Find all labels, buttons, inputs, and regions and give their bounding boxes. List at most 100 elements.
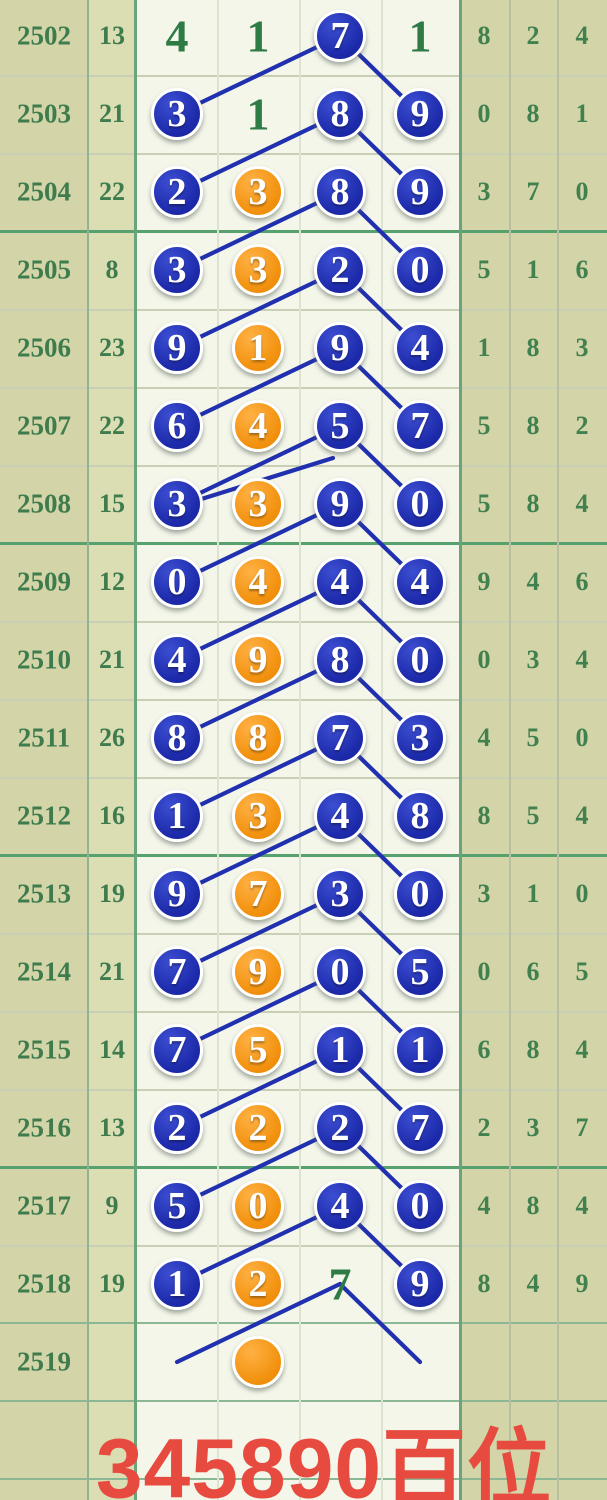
stat-cell: 8: [526, 411, 540, 440]
lottery-ball-blue: 2: [314, 244, 366, 296]
period-cell: 2505: [17, 254, 71, 285]
grid-hline: [0, 1011, 607, 1013]
plain-number: 4: [165, 10, 189, 62]
lottery-ball-blue: 1: [151, 790, 203, 842]
period-cell: 2517: [17, 1190, 71, 1221]
stat-cell: 5: [477, 255, 491, 284]
plain-number: 7: [328, 1258, 352, 1310]
ball-number: 3: [248, 795, 268, 837]
lottery-ball-blue: 4: [314, 556, 366, 608]
lottery-ball-blue: 9: [314, 478, 366, 530]
ball-number: 9: [410, 1263, 430, 1305]
lottery-ball-blue: 3: [394, 712, 446, 764]
ball-number: 0: [167, 561, 187, 603]
lottery-ball-orange: 2: [232, 1258, 284, 1310]
ball-number: 6: [167, 405, 187, 447]
ball-number: 5: [167, 1185, 187, 1227]
ball-number: 7: [330, 15, 350, 57]
ball-number: 9: [248, 639, 268, 681]
ball-number: 8: [330, 93, 350, 135]
period-cell: 2509: [17, 566, 71, 597]
ball-number: 1: [167, 795, 187, 837]
ball-number: 3: [248, 249, 268, 291]
lottery-ball-blue: 8: [314, 166, 366, 218]
grid-vline: [87, 0, 89, 1500]
ball-number: 9: [330, 327, 350, 369]
stat-cell: 0: [477, 645, 491, 674]
ball-number: 7: [248, 873, 268, 915]
stat-cell: 1: [575, 99, 589, 128]
plain-number: 1: [246, 10, 270, 62]
stat-cell: 3: [526, 645, 540, 674]
lottery-ball-orange: 3: [232, 478, 284, 530]
ball-number: 9: [167, 327, 187, 369]
ball-number: 3: [330, 873, 350, 915]
lottery-ball-blue: 4: [394, 322, 446, 374]
ball-number: 2: [167, 1107, 187, 1149]
period-cell: 2518: [17, 1268, 71, 1299]
period-cell: 2513: [17, 878, 71, 909]
grid-hline: [0, 1322, 607, 1324]
lottery-ball-blue: 9: [151, 322, 203, 374]
lottery-ball-orange: 4: [232, 556, 284, 608]
lottery-ball-blue: 0: [394, 244, 446, 296]
grid-hline: [0, 465, 607, 467]
sum-cell: 22: [99, 411, 125, 440]
stat-cell: 5: [575, 957, 589, 986]
period-cell: 2512: [17, 800, 71, 831]
period-cell: 2507: [17, 410, 71, 441]
ball-number: 4: [330, 795, 350, 837]
ball-number: 2: [330, 1107, 350, 1149]
grid-hline: [0, 621, 607, 623]
stat-cell: 0: [575, 723, 589, 752]
ball-number: 3: [167, 249, 187, 291]
lottery-ball-blue: 5: [151, 1180, 203, 1232]
stat-cell: 4: [575, 1035, 589, 1064]
stat-cell: 5: [526, 801, 540, 830]
lottery-ball-blue: 8: [151, 712, 203, 764]
grid-vline: [509, 0, 511, 1500]
lottery-ball-orange: 0: [232, 1180, 284, 1232]
grid-vline: [381, 0, 383, 1500]
sum-cell: 19: [99, 1269, 125, 1298]
lottery-ball-blue: 7: [394, 1102, 446, 1154]
grid-hline: [0, 1400, 607, 1402]
ball-number: 0: [410, 249, 430, 291]
lottery-ball-blue: 7: [151, 946, 203, 998]
stat-cell: 8: [526, 333, 540, 362]
lottery-ball-blue: 2: [151, 1102, 203, 1154]
lottery-ball-orange: 2: [232, 1102, 284, 1154]
period-cell: 2504: [17, 176, 71, 207]
stat-cell: 3: [575, 333, 589, 362]
grid-hline: [0, 542, 607, 545]
ball-number: 2: [248, 1107, 268, 1149]
lottery-ball-blue: 3: [151, 478, 203, 530]
lottery-ball-orange: [232, 1336, 284, 1388]
lottery-ball-blue: 9: [394, 1258, 446, 1310]
lottery-ball-orange: 3: [232, 790, 284, 842]
stat-cell: 2: [477, 1113, 491, 1142]
ball-number: 4: [410, 561, 430, 603]
stat-cell: 7: [575, 1113, 589, 1142]
lottery-ball-blue: 7: [314, 10, 366, 62]
ball-number: 5: [410, 951, 430, 993]
period-cell: 2516: [17, 1112, 71, 1143]
sum-cell: 21: [99, 957, 125, 986]
lottery-ball-blue: 0: [314, 946, 366, 998]
ball-number: 4: [330, 1185, 350, 1227]
period-cell: 2514: [17, 956, 71, 987]
ball-number: 1: [410, 1029, 430, 1071]
stat-cell: 4: [575, 645, 589, 674]
grid-vline: [217, 0, 219, 1500]
lottery-ball-blue: 4: [151, 634, 203, 686]
grid-hline: [0, 230, 607, 233]
ball-number: 9: [167, 873, 187, 915]
plain-number: 1: [246, 88, 270, 140]
stat-cell: 6: [477, 1035, 491, 1064]
ball-number: 3: [167, 483, 187, 525]
sum-cell: 15: [99, 489, 125, 518]
stat-cell: 4: [575, 801, 589, 830]
ball-number: 8: [167, 717, 187, 759]
grid-hline: [0, 1245, 607, 1247]
